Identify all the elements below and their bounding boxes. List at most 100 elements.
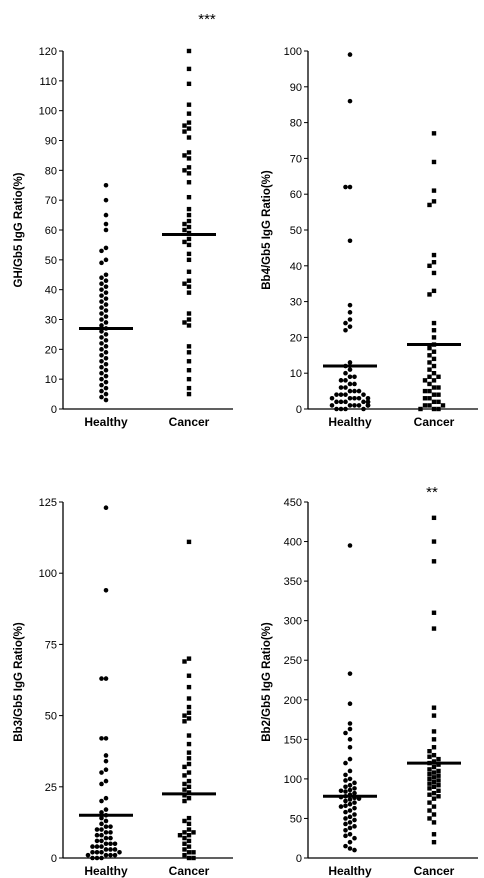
data-point-healthy xyxy=(112,841,118,847)
y-tick-label: 50 xyxy=(45,711,57,723)
data-point-cancer xyxy=(436,783,441,788)
data-point-healthy xyxy=(103,795,109,801)
data-point-healthy xyxy=(108,847,113,852)
data-point-healthy xyxy=(99,311,104,316)
data-point-healthy xyxy=(99,844,104,849)
data-point-healthy xyxy=(343,798,348,804)
data-point-cancer xyxy=(186,350,192,355)
data-point-cancer xyxy=(431,812,437,817)
y-tick-label: 30 xyxy=(290,297,302,309)
data-point-cancer xyxy=(186,815,192,821)
data-point-cancer xyxy=(186,48,192,54)
data-point-healthy xyxy=(352,388,357,394)
data-point-healthy xyxy=(99,293,104,298)
data-point-healthy xyxy=(352,790,357,796)
data-point-healthy xyxy=(99,341,104,346)
data-point-cancer xyxy=(186,165,192,170)
data-point-healthy xyxy=(343,385,348,390)
y-tick-label: 0 xyxy=(51,404,57,416)
data-point-cancer xyxy=(186,376,192,382)
data-point-healthy xyxy=(347,52,353,57)
data-point-cancer xyxy=(182,129,187,134)
data-point-cancer xyxy=(186,741,192,747)
data-point-cancer xyxy=(182,818,187,824)
data-point-cancer xyxy=(186,126,192,131)
data-point-healthy xyxy=(338,378,344,383)
data-point-cancer xyxy=(186,696,192,701)
data-point-healthy xyxy=(99,798,104,804)
data-point-cancer xyxy=(186,704,192,710)
data-point-cancer xyxy=(431,775,437,780)
data-point-healthy xyxy=(347,543,353,548)
y-tick-label: 50 xyxy=(45,255,57,267)
data-point-healthy xyxy=(103,290,109,295)
y-axis-title: GH/Gb5 IgG Ratio(%) xyxy=(13,172,25,287)
data-point-healthy xyxy=(99,810,104,815)
chart-panel-2: 0 10 20 30 40 50 60 70 80 90 100 Bb4/Gb5 IgG Ratio(… xyxy=(261,46,478,429)
data-point-cancer xyxy=(431,779,437,785)
data-point-cancer xyxy=(436,399,441,405)
chart-panel-3: 0 25 50 75 100 125 Bb3/Gb5 IgG Ratio(%) Healthy… xyxy=(13,497,233,878)
data-point-healthy xyxy=(343,320,348,326)
y-tick-label: 70 xyxy=(290,153,302,165)
data-point-cancer xyxy=(186,66,192,72)
data-point-healthy xyxy=(103,379,109,385)
data-point-healthy xyxy=(103,332,109,337)
data-point-healthy xyxy=(103,227,109,233)
data-point-healthy xyxy=(343,184,348,190)
data-point-cancer xyxy=(186,278,192,283)
y-tick-label: 100 xyxy=(39,568,57,580)
data-point-cancer xyxy=(427,781,432,786)
data-point-cancer xyxy=(186,756,192,761)
data-point-cancer xyxy=(431,320,437,326)
data-point-healthy xyxy=(103,841,109,847)
data-point-healthy xyxy=(343,789,348,794)
data-point-healthy xyxy=(103,257,109,263)
data-point-healthy xyxy=(103,314,109,319)
data-point-cancer xyxy=(186,850,192,855)
y-tick-label: 40 xyxy=(45,285,57,297)
data-point-cancer xyxy=(186,827,192,832)
data-point-healthy xyxy=(343,370,348,376)
data-point-cancer xyxy=(182,153,187,158)
y-axis-title: Bb3/Gb5 IgG Ratio(%) xyxy=(13,622,25,742)
data-point-healthy xyxy=(99,248,104,254)
data-point-cancer xyxy=(191,850,196,855)
data-point-cancer xyxy=(427,749,432,754)
data-point-healthy xyxy=(343,833,348,839)
y-tick-label: 80 xyxy=(290,118,302,130)
data-point-cancer xyxy=(431,705,437,710)
data-point-healthy xyxy=(343,784,348,790)
data-point-healthy xyxy=(347,367,353,372)
data-point-healthy xyxy=(347,374,353,380)
data-point-cancer xyxy=(431,363,437,369)
data-point-cancer xyxy=(431,729,437,734)
data-point-cancer xyxy=(436,385,441,390)
category-label: Healthy xyxy=(328,415,372,429)
data-point-cancer xyxy=(186,135,192,140)
data-point-healthy xyxy=(108,824,113,829)
data-point-cancer xyxy=(422,403,428,408)
data-point-healthy xyxy=(347,360,353,365)
data-point-healthy xyxy=(343,828,348,833)
data-point-healthy xyxy=(347,701,353,707)
data-point-healthy xyxy=(103,753,109,758)
data-point-cancer xyxy=(427,754,432,759)
data-point-healthy xyxy=(352,824,357,829)
data-point-healthy xyxy=(343,399,348,405)
y-tick-label: 110 xyxy=(39,76,57,88)
y-tick-label: 70 xyxy=(45,195,57,207)
y-tick-label: 90 xyxy=(290,82,302,94)
data-point-cancer xyxy=(186,111,192,116)
data-point-cancer xyxy=(186,385,192,391)
data-point-healthy xyxy=(347,310,353,315)
data-point-healthy xyxy=(103,587,109,593)
data-point-healthy xyxy=(352,800,357,805)
data-point-healthy xyxy=(112,847,118,852)
data-point-cancer xyxy=(186,761,192,767)
data-point-healthy xyxy=(352,812,357,817)
data-point-cancer xyxy=(182,281,187,286)
data-point-healthy xyxy=(338,385,344,390)
data-point-cancer xyxy=(186,539,192,545)
